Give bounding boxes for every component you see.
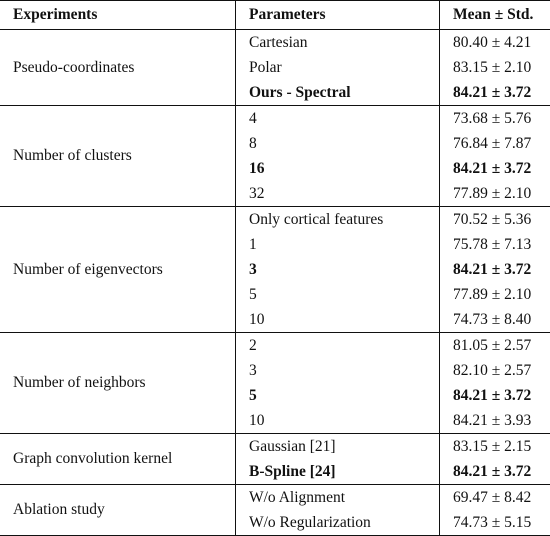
mean-std-cell: 84.21 ± 3.72 xyxy=(453,260,532,278)
table-row: W/o Regularization 74.73 ± 5.15 xyxy=(0,510,550,536)
parameter-cell: 4 xyxy=(235,105,440,131)
parameter-cell: 3 xyxy=(235,257,440,282)
mean-std-cell: 75.78 ± 7.13 xyxy=(453,235,532,253)
table-row: 3 84.21 ± 3.72 xyxy=(0,257,550,282)
parameter-cell: 3 xyxy=(235,358,440,383)
table-row: Polar 83.15 ± 2.10 xyxy=(0,55,550,80)
mean-std-cell: 84.21 ± 3.72 xyxy=(453,386,532,404)
parameter-cell: 10 xyxy=(235,307,440,333)
header-parameters: Parameters xyxy=(235,0,440,30)
experiment-name: Ablation study xyxy=(0,484,236,536)
parameter-cell: 16 xyxy=(235,156,440,181)
mean-std-cell: 80.40 ± 4.21 xyxy=(453,33,532,51)
parameter-cell: 10 xyxy=(235,408,440,434)
mean-std-cell: 84.21 ± 3.93 xyxy=(439,408,550,434)
parameter-cell: B-Spline [24] xyxy=(235,459,440,485)
table-row: 1 75.78 ± 7.13 xyxy=(0,232,550,257)
table-row: B-Spline [24] 84.21 ± 3.72 xyxy=(0,459,550,485)
header-mean-std: Mean ± Std. xyxy=(439,0,550,30)
table-row: 5 84.21 ± 3.72 xyxy=(0,383,550,408)
header-row: Experiments Parameters Mean ± Std. xyxy=(0,0,550,30)
mean-std-cell: 69.47 ± 8.42 xyxy=(453,488,532,506)
experiment-name: Number of eigenvectors xyxy=(0,206,236,333)
table-row: 3 82.10 ± 2.57 xyxy=(0,358,550,383)
experiment-name: Pseudo-coordinates xyxy=(0,29,236,106)
mean-std-cell: 81.05 ± 2.57 xyxy=(453,336,532,354)
mean-std-cell: 73.68 ± 5.76 xyxy=(453,109,532,127)
table-row: 32 77.89 ± 2.10 xyxy=(0,181,550,207)
table-row: Number of clusters 4 73.68 ± 5.76 xyxy=(0,105,550,207)
parameter-cell: 8 xyxy=(235,131,440,156)
mean-std-cell: 76.84 ± 7.87 xyxy=(453,134,532,152)
mean-std-cell: 84.21 ± 3.72 xyxy=(453,159,532,177)
parameter-cell: 1 xyxy=(235,232,440,257)
parameter-cell: Only cortical features xyxy=(235,206,440,232)
parameter-cell: W/o Regularization xyxy=(235,510,440,536)
mean-std-cell: 84.21 ± 3.72 xyxy=(439,459,550,485)
mean-std-cell: 77.89 ± 2.10 xyxy=(439,181,550,207)
parameter-cell: Polar xyxy=(235,55,440,80)
mean-std-cell: 83.15 ± 2.10 xyxy=(453,58,532,76)
mean-std-cell: 82.10 ± 2.57 xyxy=(453,361,532,379)
table-row: Graph convolution kernel Gaussian [21] 83.… xyxy=(0,433,550,485)
parameter-cell: 5 xyxy=(235,383,440,408)
table-row: 10 84.21 ± 3.93 xyxy=(0,408,550,434)
table-row: Pseudo-coordinates Cartesian 80.40 ± 4.21 xyxy=(0,29,550,106)
mean-std-cell: 77.89 ± 2.10 xyxy=(453,285,532,303)
parameter-cell: W/o Alignment xyxy=(235,484,440,510)
table-row: Number of neighbors 2 81.05 ± 2.57 xyxy=(0,332,550,434)
table-row: 5 77.89 ± 2.10 xyxy=(0,282,550,307)
table-row: 10 74.73 ± 8.40 xyxy=(0,307,550,333)
table-row: 8 76.84 ± 7.87 xyxy=(0,131,550,156)
table-row: Ours - Spectral 84.21 ± 3.72 xyxy=(0,80,550,106)
parameter-cell: 5 xyxy=(235,282,440,307)
mean-std-cell: 83.15 ± 2.15 xyxy=(453,437,532,455)
parameter-cell: Cartesian xyxy=(235,29,440,55)
mean-std-cell: 70.52 ± 5.36 xyxy=(453,210,532,228)
mean-std-cell: 84.21 ± 3.72 xyxy=(439,80,550,106)
parameter-cell: Ours - Spectral xyxy=(235,80,440,106)
parameter-cell: 2 xyxy=(235,332,440,358)
experiment-name: Number of neighbors xyxy=(0,332,236,434)
table-body: Pseudo-coordinates Cartesian 80.40 ± 4.21 P… xyxy=(0,29,550,536)
mean-std-cell: 74.73 ± 8.40 xyxy=(439,307,550,333)
header-experiments: Experiments xyxy=(0,0,236,30)
table-row: Number of eigenvectors Only cortical feat… xyxy=(0,206,550,333)
experiment-name: Graph convolution kernel xyxy=(0,433,236,485)
experiment-name: Number of clusters xyxy=(0,105,236,207)
table-row: Ablation study W/o Alignment 69.47 ± 8.42 xyxy=(0,484,550,536)
mean-std-cell: 74.73 ± 5.15 xyxy=(439,510,550,536)
table-row: 16 84.21 ± 3.72 xyxy=(0,156,550,181)
parameter-cell: Gaussian [21] xyxy=(235,433,440,459)
parameter-cell: 32 xyxy=(235,181,440,207)
